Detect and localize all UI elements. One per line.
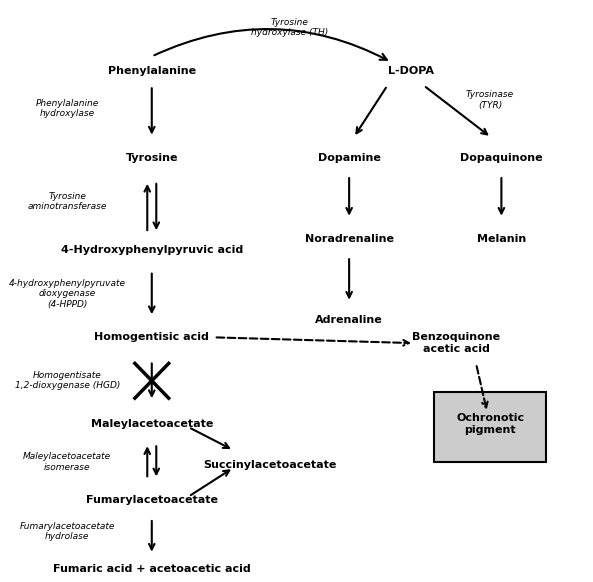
Text: Dopamine: Dopamine: [318, 153, 381, 163]
FancyBboxPatch shape: [433, 392, 547, 462]
Text: Succinylacetoacetate: Succinylacetoacetate: [203, 460, 337, 470]
Text: Melanin: Melanin: [477, 234, 526, 244]
Text: Ochronotic
pigment: Ochronotic pigment: [456, 413, 524, 435]
Text: Maleylacetoacetate
isomerase: Maleylacetoacetate isomerase: [23, 452, 111, 471]
Text: 4-hydroxyphenylpyruvate
dioxygenase
(4-HPPD): 4-hydroxyphenylpyruvate dioxygenase (4-H…: [9, 279, 126, 309]
Text: 4-Hydroxyphenylpyruvic acid: 4-Hydroxyphenylpyruvic acid: [60, 246, 243, 255]
Text: Dopaquinone: Dopaquinone: [460, 153, 543, 163]
Text: Phenylalanine
hydroxylase: Phenylalanine hydroxylase: [36, 99, 99, 118]
Text: Tyrosine
aminotransferase: Tyrosine aminotransferase: [27, 191, 107, 211]
Text: Tyrosinase
(TYR): Tyrosinase (TYR): [466, 90, 514, 109]
Text: Fumarylacetoacetate
hydrolase: Fumarylacetoacetate hydrolase: [20, 521, 115, 541]
FancyArrowPatch shape: [154, 29, 387, 60]
Text: Ochronotic
pigment: Ochronotic pigment: [456, 413, 524, 435]
Text: Tyrosine: Tyrosine: [126, 153, 178, 163]
Text: Fumarylacetoacetate: Fumarylacetoacetate: [86, 495, 218, 505]
Text: Homogentisate
1,2-dioxygenase (HGD): Homogentisate 1,2-dioxygenase (HGD): [14, 371, 120, 391]
Text: Benzoquinone
acetic acid: Benzoquinone acetic acid: [412, 332, 500, 354]
Text: Noradrenaline: Noradrenaline: [305, 234, 394, 244]
Text: L-DOPA: L-DOPA: [388, 66, 434, 76]
Text: Phenylalanine: Phenylalanine: [108, 66, 196, 76]
Text: Adrenaline: Adrenaline: [315, 315, 383, 325]
Text: Fumaric acid + acetoacetic acid: Fumaric acid + acetoacetic acid: [53, 564, 251, 574]
Text: Homogentisic acid: Homogentisic acid: [94, 332, 209, 342]
Text: Tyrosine
hydroxylase (TH): Tyrosine hydroxylase (TH): [251, 18, 329, 37]
Text: Maleylacetoacetate: Maleylacetoacetate: [91, 419, 213, 429]
